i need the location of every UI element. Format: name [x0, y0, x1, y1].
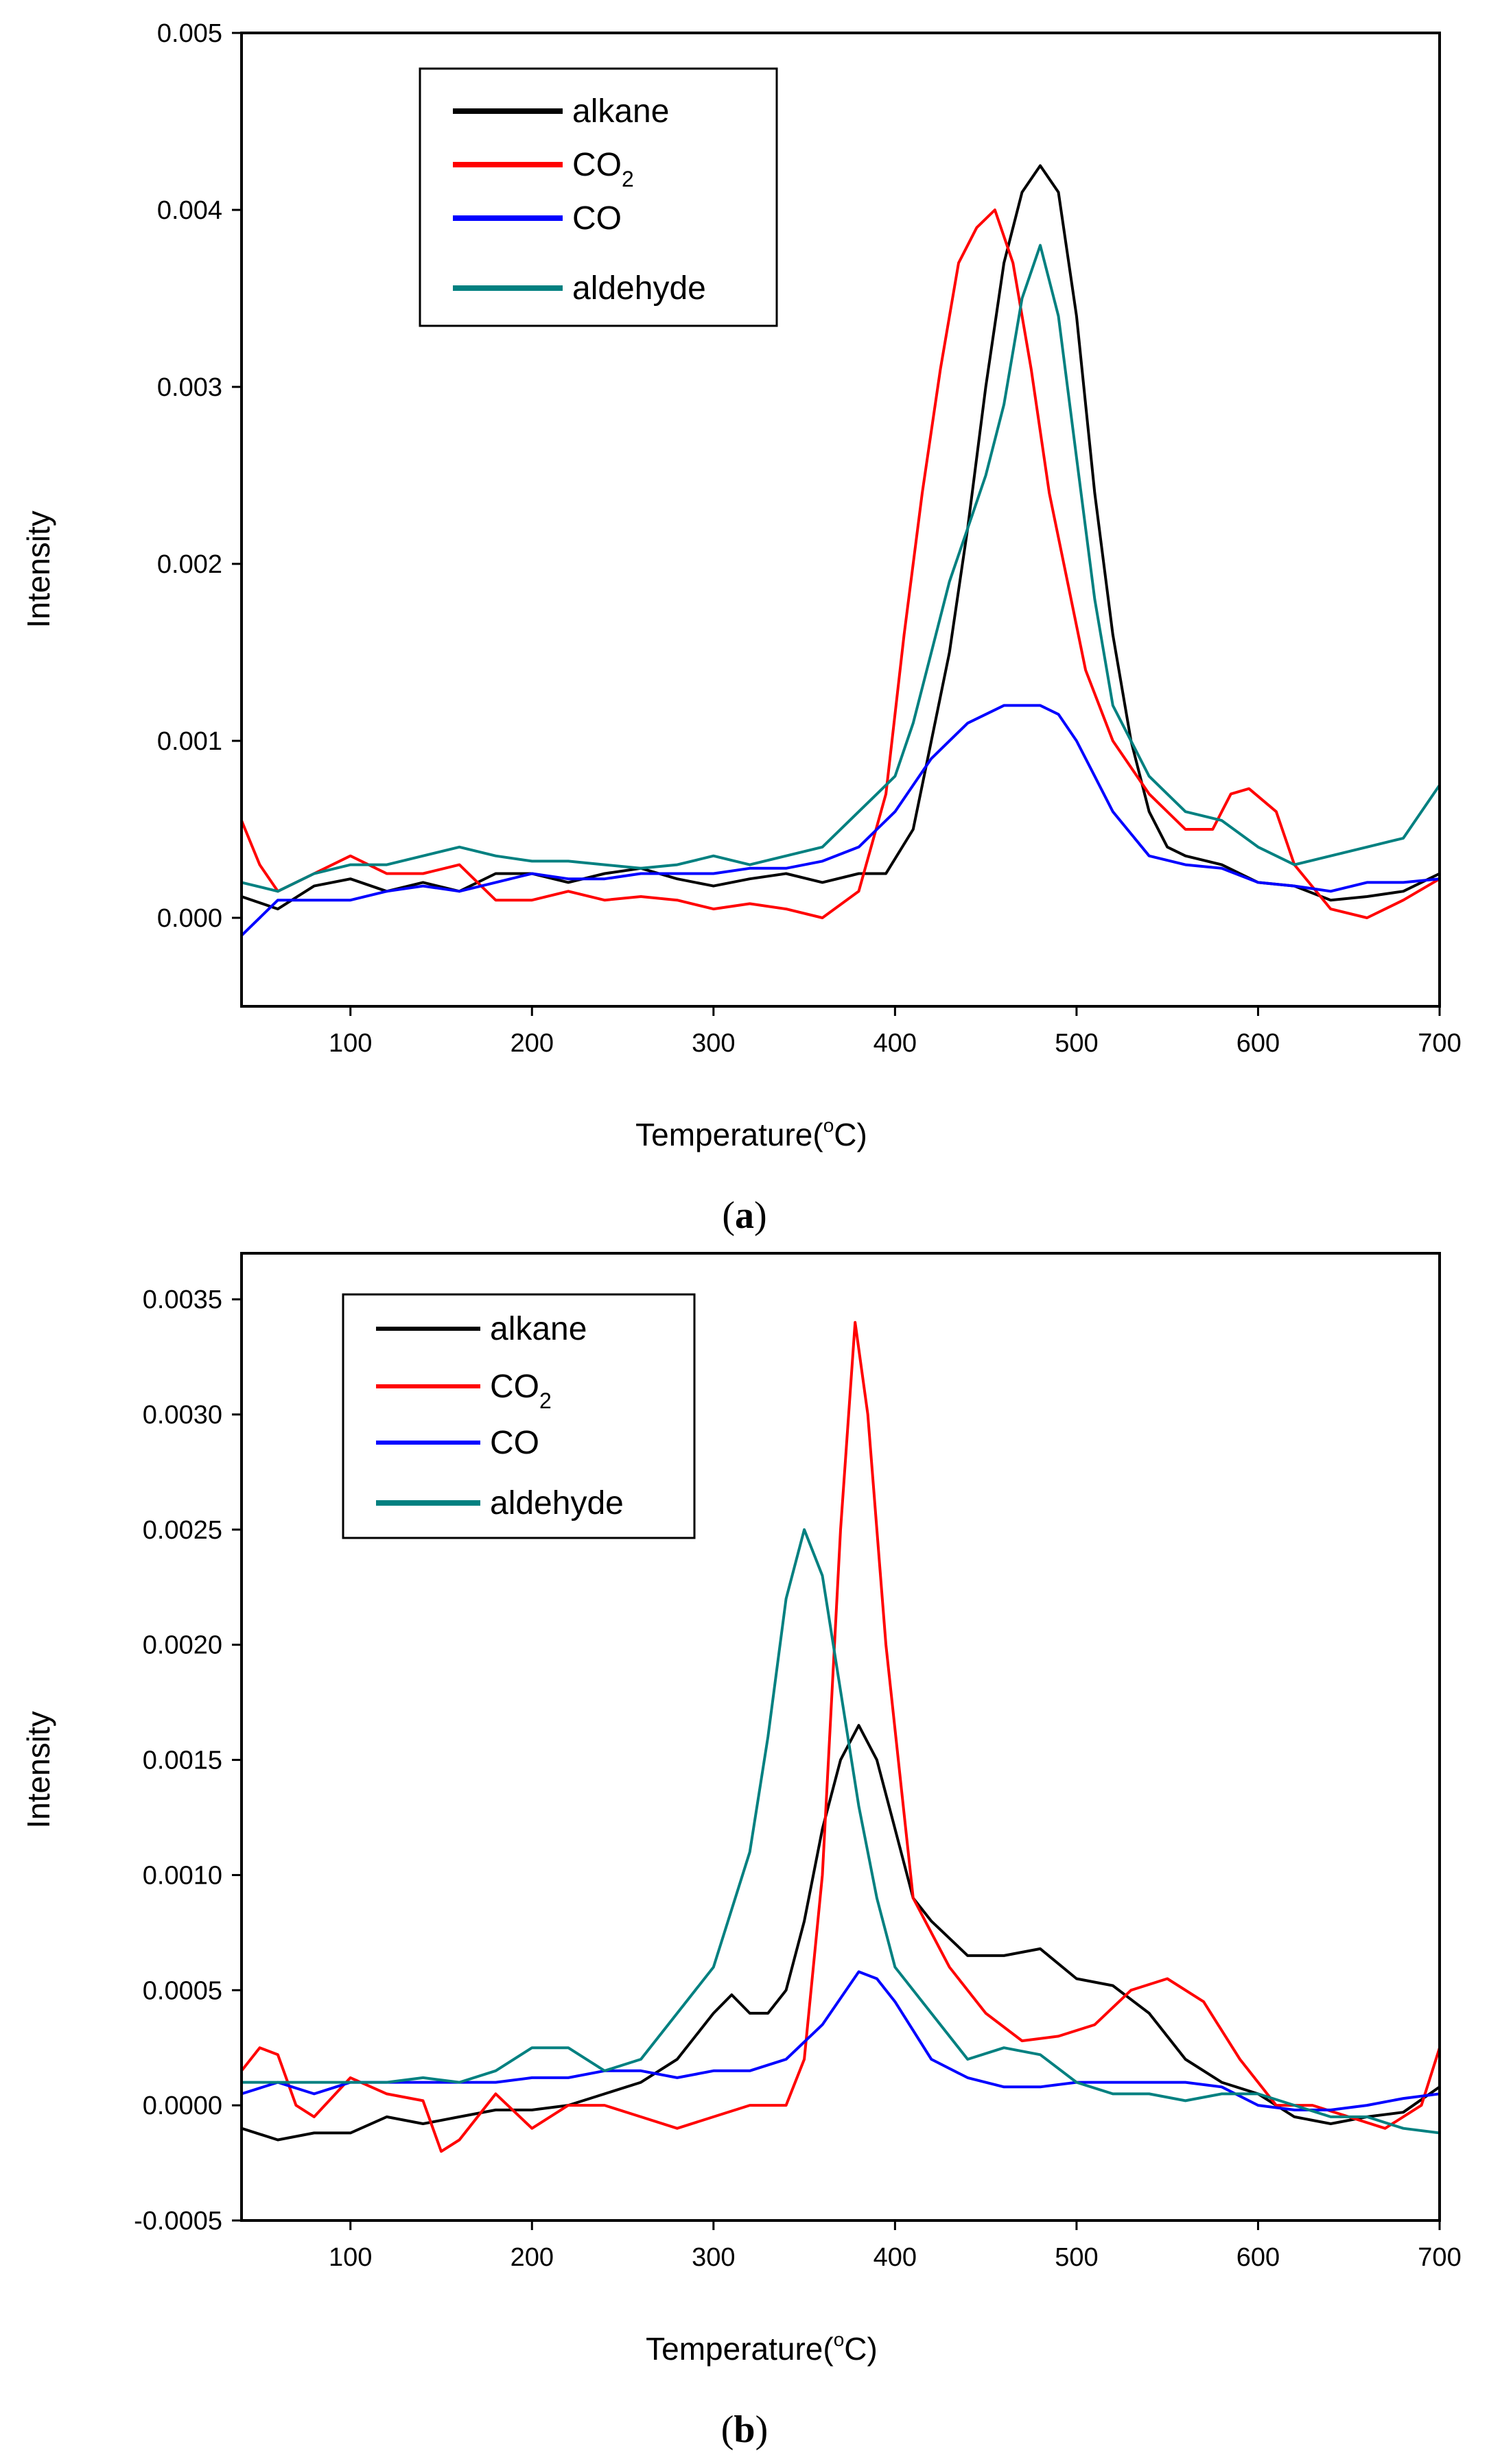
- panel-b-legend-label-co: CO: [490, 1425, 539, 1461]
- panel-b-series: [242, 1320, 1440, 2153]
- panel-b-xlabel-paren-close: ): [867, 2331, 878, 2367]
- panel-b-ylabel: Intensity: [21, 1711, 56, 1828]
- panel-b-label: (b): [721, 2408, 768, 2451]
- panel-b-label-letter: b: [734, 2408, 755, 2451]
- panel-a-legend-label-alkane: alkane: [572, 93, 669, 130]
- panel-a-legend-co2-main: CO: [572, 147, 622, 183]
- panel-a-xtick-label-500: 500: [1055, 1029, 1098, 1058]
- panel-a-label-letter: a: [735, 1194, 754, 1237]
- panel-a-ytick-label-0: 0.000: [157, 904, 222, 933]
- panel-a-series-alkane: [242, 164, 1440, 911]
- panel-b-xtick-label-200: 200: [511, 2243, 554, 2272]
- panel-a-legend-label-co: CO: [572, 200, 622, 237]
- panel-b-ytick-label-4: 0.0015: [143, 1746, 222, 1775]
- panel-b-xtick-label-600: 600: [1236, 2243, 1280, 2272]
- panel-b-series-co2: [242, 1320, 1440, 2153]
- panel-a-series-aldehyde: [242, 244, 1440, 893]
- panel-a: 100 200 300 400 500 600 700 0.000 0.001 0.002 0.00…: [21, 19, 1462, 1237]
- panel-b-legend-label-alkane: alkane: [490, 1311, 587, 1347]
- panel-a-xlabel-sup: o: [823, 1115, 834, 1136]
- panel-b-ytick-label-0: -0.0005: [134, 2207, 222, 2236]
- panel-b-xlabel-unit: C: [844, 2331, 867, 2367]
- panel-a-ytick-label-5: 0.005: [157, 19, 222, 48]
- panel-b-ytick-label-5: 0.0020: [143, 1631, 222, 1660]
- panel-a-legend-label-co2: CO2: [572, 147, 634, 191]
- panel-a-xlabel-unit: C: [834, 1117, 856, 1152]
- panel-b-xlabel-paren-open: (: [823, 2331, 834, 2367]
- panel-a-ytick-label-1: 0.001: [157, 727, 222, 756]
- panel-a-label: (a): [722, 1194, 766, 1237]
- panel-b-legend-box: [342, 1293, 696, 1539]
- panel-b-label-paren-open: (: [721, 2408, 734, 2451]
- panel-a-ytick-label-3: 0.003: [157, 373, 222, 402]
- panel-b-ytick-label-8: 0.0035: [143, 1286, 222, 1314]
- panel-b-label-paren-close: ): [755, 2408, 769, 2451]
- panel-a-legend-co2-sub: 2: [622, 167, 634, 191]
- panel-b-series-alkane: [242, 1724, 1440, 2142]
- panel-b-ytick-label-3: 0.0010: [143, 1861, 222, 1890]
- panel-b-xtick-label-500: 500: [1055, 2243, 1098, 2272]
- panel-a-ticks: 100 200 300 400 500 600 700 0.000 0.001 0.002 0.00…: [157, 19, 1462, 1058]
- panel-a-series-co2: [242, 209, 1440, 919]
- panel-b-xtick-label-100: 100: [329, 2243, 372, 2272]
- panel-b-axes-frame: [240, 1252, 1441, 2222]
- panel-a-xtick-label-200: 200: [511, 1029, 554, 1058]
- panel-a-xlabel-paren-close: ): [857, 1117, 867, 1152]
- panel-a-legend: alkane CO2 CO aldehyde: [419, 67, 778, 327]
- panel-a-xtick-label-100: 100: [329, 1029, 372, 1058]
- panel-a-ytick-label-2: 0.002: [157, 550, 222, 579]
- panel-a-series-co: [242, 704, 1440, 937]
- panel-b-xlabel-sup: o: [834, 2329, 845, 2350]
- panel-b-xlabel: Temperature(oC): [646, 2329, 878, 2367]
- panel-b-legend: alkane CO2 CO aldehyde: [342, 1293, 696, 1539]
- panel-a-xlabel-text: Temperature: [635, 1117, 812, 1152]
- panel-a-axes-frame: [240, 32, 1441, 1008]
- panel-a-xtick-label-700: 700: [1418, 1029, 1461, 1058]
- panel-a-xlabel: Temperature(oC): [635, 1115, 867, 1152]
- panel-a-xtick-label-300: 300: [692, 1029, 735, 1058]
- panel-b-ytick-label-1: 0.0000: [143, 2092, 222, 2120]
- panel-b-legend-label-co2: CO2: [490, 1369, 552, 1413]
- panel-a-xtick-label-400: 400: [874, 1029, 917, 1058]
- panel-a-ylabel: Intensity: [21, 510, 56, 628]
- panel-b-xlabel-text: Temperature: [646, 2331, 823, 2367]
- panel-b-xtick-label-300: 300: [692, 2243, 735, 2272]
- panel-a-label-paren-close: ): [754, 1194, 767, 1237]
- panel-a-xlabel-paren-open: (: [812, 1117, 823, 1152]
- panel-b-legend-co2-sub: 2: [539, 1388, 552, 1413]
- panel-b-xtick-label-700: 700: [1418, 2243, 1461, 2272]
- panel-a-legend-label-aldehyde: aldehyde: [572, 270, 706, 307]
- panel-b-ytick-label-2: 0.0005: [143, 1976, 222, 2005]
- panel-b-ytick-label-7: 0.0030: [143, 1401, 222, 1430]
- panel-a-series: [242, 164, 1440, 937]
- panel-b-ytick-label-6: 0.0025: [143, 1516, 222, 1545]
- panel-a-xtick-label-600: 600: [1236, 1029, 1280, 1058]
- panel-a-label-paren-open: (: [722, 1194, 735, 1237]
- panel-b-legend-co2-main: CO: [490, 1369, 539, 1405]
- panel-b: 100 200 300 400 500 600 700 -0.0005 0.0000 0.0005…: [21, 1252, 1462, 2451]
- panel-b-ticks: 100 200 300 400 500 600 700 -0.0005 0.0000 0.0005…: [134, 1286, 1462, 2272]
- panel-b-legend-label-aldehyde: aldehyde: [490, 1485, 624, 1521]
- panel-b-xtick-label-400: 400: [874, 2243, 917, 2272]
- panel-a-ytick-label-4: 0.004: [157, 196, 222, 225]
- panel-b-series-aldehyde: [242, 1528, 1440, 2135]
